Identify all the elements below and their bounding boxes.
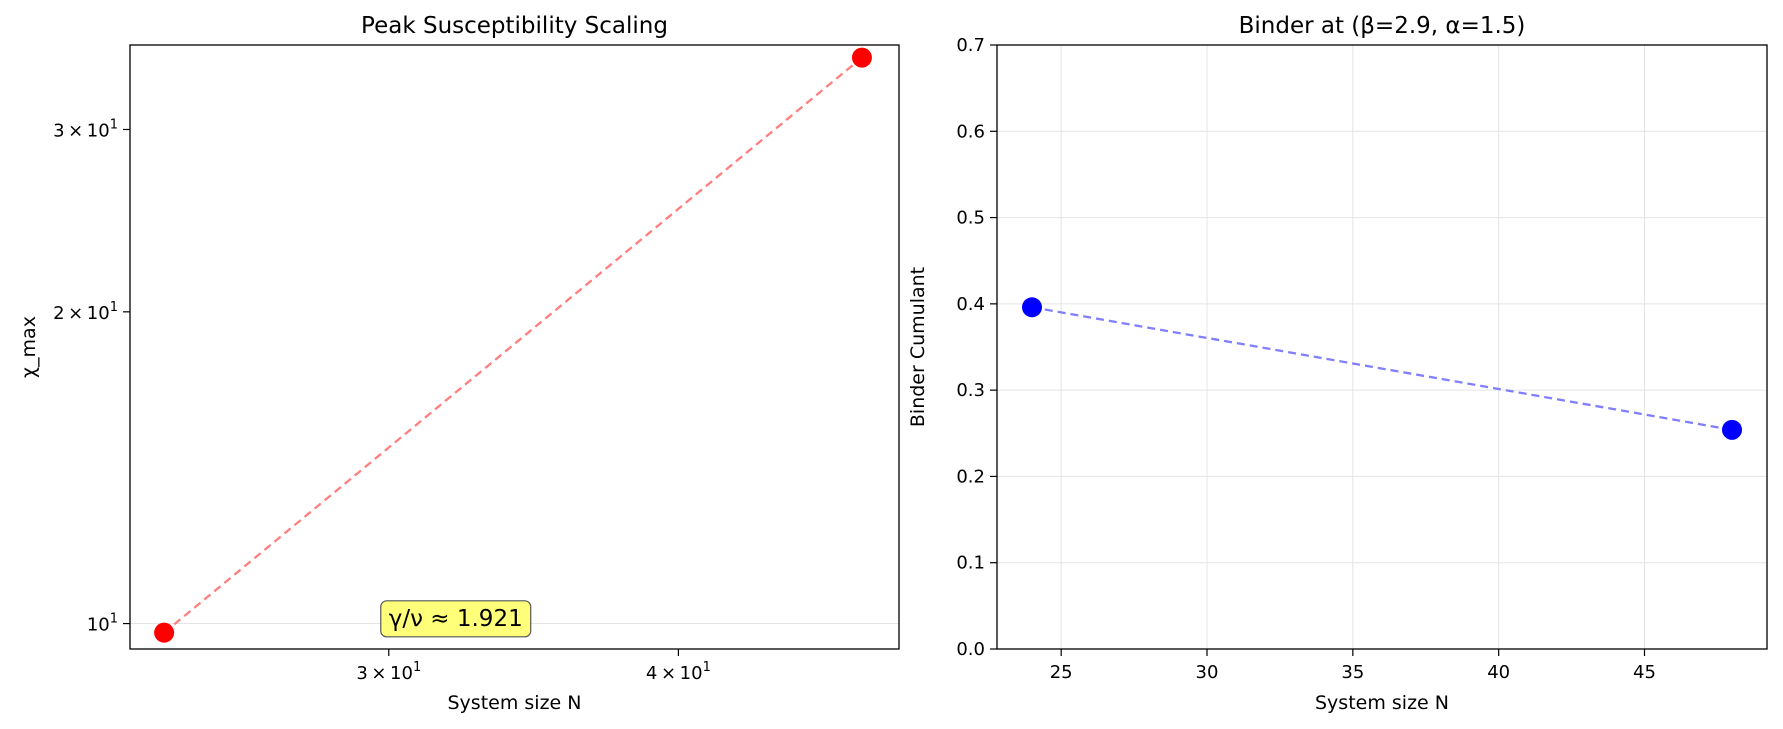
data-point [154,622,175,643]
right-panel-binder: 25 30 35 40 45 0.0 0.1 0.2 0.3 0.4 0.5 0.6 0.7 Binder… [907,13,1768,714]
data-point [851,47,872,68]
data-point [1722,419,1742,440]
chart-title: Peak Susceptibility Scaling [361,13,668,39]
x-tick-label: 25 [1050,662,1073,683]
x-tick-label: 35 [1341,662,1364,683]
left-panel-susceptibility: 3 × 101 4 × 101 101 2 × 101 3 × 101 Peak Susc… [18,13,900,714]
y-tick-label: 0.1 [956,553,985,574]
series-line [163,56,863,634]
y-tick-label: 101 [87,612,118,636]
x-tick-label: 4 × 101 [646,660,711,684]
annotation: γ/ν ≈ 1.921 [380,600,532,638]
x-tick-label: 40 [1487,662,1510,683]
x-tick-label: 45 [1633,662,1656,683]
annotation-text: γ/ν ≈ 1.921 [389,606,523,632]
annotation-box [380,600,532,638]
y-tick-label: 3 × 101 [53,117,118,141]
chart-title: Binder at (β=2.9, α=1.5) [1239,13,1526,39]
y-tick-label: 0.5 [956,208,985,229]
y-tick-label: 0.4 [956,294,985,315]
axes-frame [129,44,900,650]
y-tick-label: 0.2 [956,466,985,487]
x-tick-label: 30 [1196,662,1219,683]
y-tick-label: 0.7 [956,35,985,56]
y-tick-label: 0.0 [956,639,985,660]
y-tick-label: 2 × 101 [53,300,118,324]
x-axis-label: System size N [1315,692,1449,714]
y-tick-label: 0.6 [956,121,985,142]
series-line [1031,306,1733,431]
y-axis-label: Binder Cumulant [907,267,929,427]
axes-frame [996,44,1768,650]
y-axis-label: χ_max [18,316,40,378]
data-point [1022,297,1042,318]
x-tick-label: 3 × 101 [356,660,421,684]
x-axis-label: System size N [448,692,582,714]
y-tick-label: 0.3 [956,380,985,401]
